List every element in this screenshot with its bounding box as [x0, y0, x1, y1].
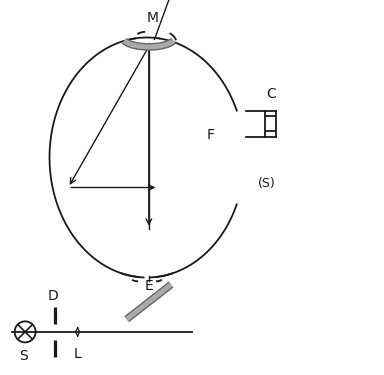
Text: L: L: [74, 347, 81, 361]
Text: S: S: [19, 349, 28, 363]
Text: (S): (S): [258, 177, 276, 190]
Text: M: M: [147, 11, 159, 25]
Text: D: D: [48, 289, 59, 303]
Text: C: C: [266, 87, 276, 101]
Text: E: E: [144, 279, 153, 293]
Text: F: F: [206, 128, 214, 142]
